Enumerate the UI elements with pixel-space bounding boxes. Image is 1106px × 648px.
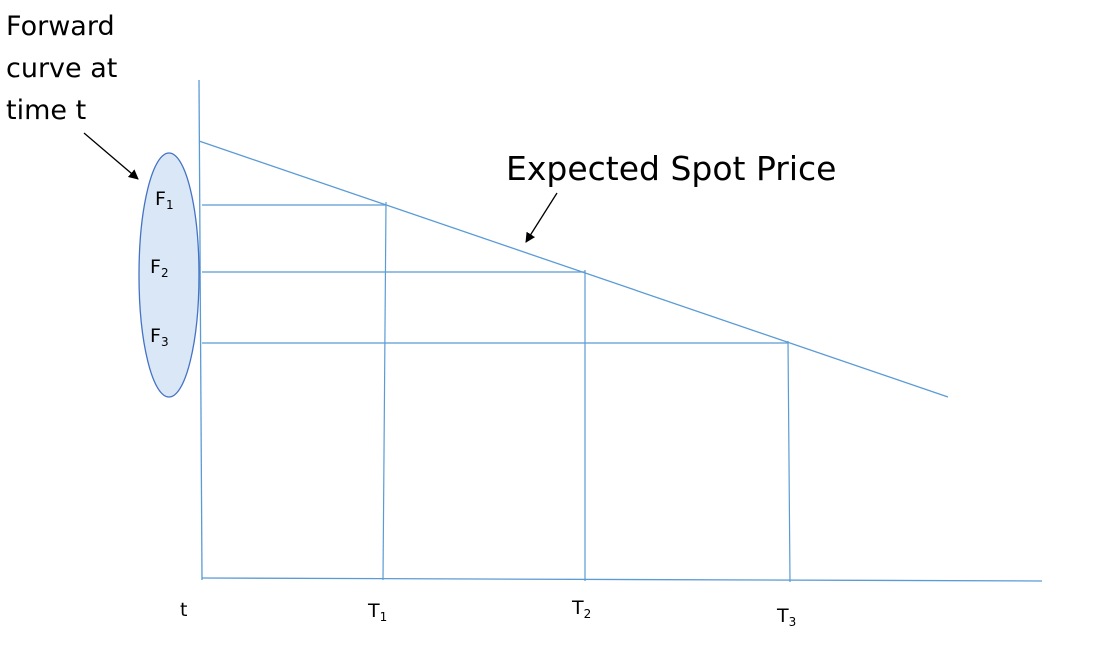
maturity-line-3 [787,340,791,583]
expected-spot-price-label: Expected Spot Price [506,149,837,188]
forward-curve-arrow [83,132,139,180]
annotation-line: curve at [6,53,118,84]
forward-curve-ellipse [138,152,200,398]
maturity-label-3: T3 [777,605,797,629]
maturity-label-2: T2 [572,597,592,621]
forward-curve-annotation: Forward curve at time t [6,6,117,132]
forward-price-label-1: F1 [155,188,174,212]
y-axis [198,79,203,581]
time-origin-label: t [180,599,188,621]
annotation-line: Forward [6,11,115,42]
expected-spot-price-arrow [525,192,558,243]
x-axis [201,577,1043,582]
expected-spot-price-line [198,140,949,398]
annotation-line: time t [6,95,87,126]
maturity-label-1: T1 [368,600,388,624]
forward-price-label-3: F3 [150,325,169,349]
maturity-line-1 [382,201,387,581]
forward-price-label-2: F2 [150,256,169,280]
